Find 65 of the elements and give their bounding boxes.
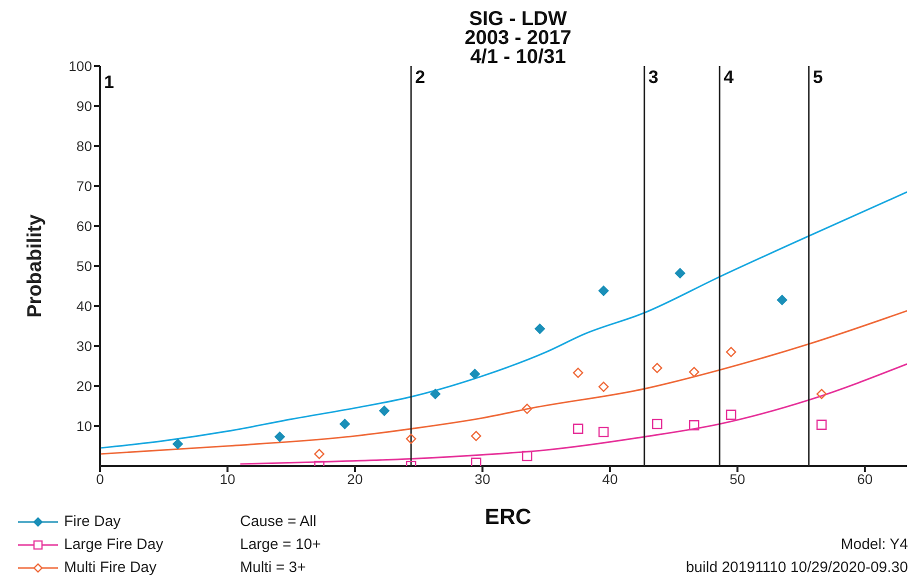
y-tick-label: 100 bbox=[68, 58, 92, 74]
point bbox=[314, 448, 324, 460]
x-axis-title: ERC bbox=[484, 504, 532, 530]
y-tick-label: 30 bbox=[76, 338, 92, 354]
point bbox=[816, 388, 827, 400]
point bbox=[674, 268, 686, 278]
x-tick-label: 30 bbox=[474, 470, 490, 487]
x-tick-label: 60 bbox=[857, 470, 873, 487]
point bbox=[470, 368, 480, 380]
point bbox=[470, 458, 482, 466]
point bbox=[534, 324, 545, 334]
chart-title: SIG - LDW bbox=[468, 8, 568, 30]
y-tick-label: 10 bbox=[76, 418, 92, 434]
point bbox=[572, 424, 584, 434]
y-tick-label: 50 bbox=[76, 258, 92, 274]
text: Large = 10+ bbox=[240, 535, 321, 555]
point bbox=[776, 294, 788, 306]
point bbox=[340, 418, 350, 430]
point bbox=[688, 366, 700, 378]
annotation: 1 bbox=[104, 72, 114, 93]
point bbox=[598, 382, 609, 392]
point bbox=[726, 346, 736, 358]
point bbox=[522, 450, 532, 462]
annotation: 5 bbox=[812, 66, 823, 87]
text: Multi = 3+ bbox=[240, 558, 307, 578]
legend-label: Multi Fire Day bbox=[64, 558, 157, 578]
x-tick-label: 50 bbox=[730, 470, 746, 487]
line-series bbox=[100, 191, 907, 449]
point bbox=[598, 286, 609, 296]
line-series bbox=[239, 363, 907, 465]
point bbox=[522, 404, 532, 414]
y-tick-label: 40 bbox=[76, 298, 92, 314]
x-tick-label: 0 bbox=[96, 470, 104, 487]
point bbox=[688, 420, 700, 430]
legend-label: Fire Day bbox=[64, 512, 121, 532]
annotation: 4 bbox=[724, 66, 734, 87]
text: build 20191110 10/29/2020-09.30 bbox=[686, 558, 908, 578]
line-series bbox=[100, 310, 907, 455]
point bbox=[816, 420, 827, 430]
y-tick-label: 80 bbox=[76, 138, 92, 154]
annotation: 3 bbox=[648, 66, 658, 87]
point bbox=[572, 368, 584, 378]
y-tick-label: 90 bbox=[76, 98, 92, 114]
y-tick-label: 60 bbox=[76, 218, 92, 234]
point bbox=[379, 406, 390, 416]
point bbox=[726, 410, 736, 420]
x-tick-label: 40 bbox=[602, 470, 618, 487]
text: Cause = All bbox=[240, 512, 318, 532]
y-tick-label: 20 bbox=[76, 378, 92, 394]
x-tick-label: 20 bbox=[347, 470, 363, 487]
text: Model: Y4 bbox=[840, 535, 908, 555]
point bbox=[406, 434, 416, 444]
annotation: 2 bbox=[415, 66, 426, 87]
point bbox=[172, 438, 183, 450]
point bbox=[598, 426, 609, 438]
point bbox=[274, 432, 285, 442]
legend-label: Large Fire Day bbox=[64, 535, 164, 555]
y-axis-title: Probability bbox=[24, 213, 46, 318]
chart-subtitle: 2003 - 2017 4/1 - 10/31 bbox=[464, 27, 572, 68]
x-tick-label: 10 bbox=[220, 470, 236, 487]
point bbox=[652, 418, 662, 430]
y-tick-label: 70 bbox=[76, 178, 92, 194]
point bbox=[430, 388, 440, 400]
point bbox=[652, 362, 662, 374]
point bbox=[470, 430, 482, 442]
